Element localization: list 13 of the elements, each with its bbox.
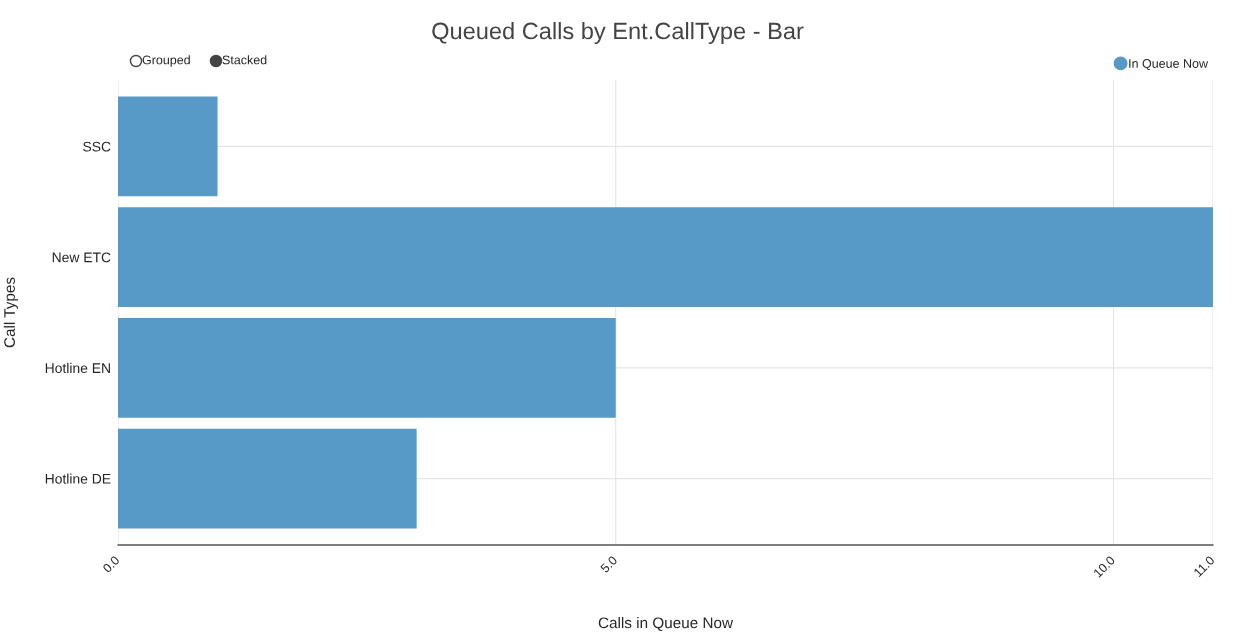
x-tick-label: 0.0 bbox=[102, 555, 121, 574]
x-tick-label: 5.0 bbox=[599, 555, 618, 574]
y-tick-label: Hotline DE bbox=[45, 473, 111, 484]
chart-title: Queued Calls by Ent.CallType - Bar bbox=[432, 22, 804, 44]
y-axis-title: Call Types bbox=[3, 277, 18, 348]
y-tick-label: SSC bbox=[83, 141, 111, 152]
y-tick-label: Hotline EN bbox=[45, 362, 110, 374]
text: Stacked bbox=[222, 55, 267, 65]
x-axis-title: Calls in Queue Now bbox=[598, 617, 734, 631]
legend-label: In Queue Now bbox=[1129, 59, 1209, 71]
text: Grouped bbox=[142, 55, 190, 67]
x-tick-label: 11.0 bbox=[1193, 555, 1216, 578]
y-tick-label: New ETC bbox=[52, 252, 111, 263]
